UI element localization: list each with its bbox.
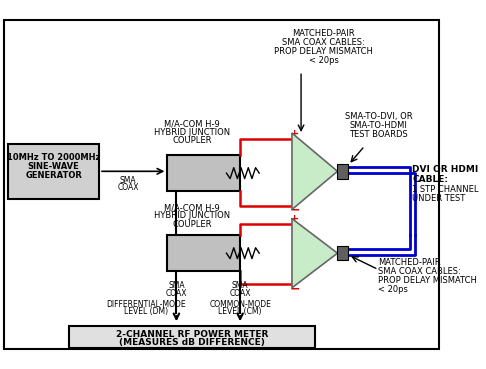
Text: PROP DELAY MISMATCH: PROP DELAY MISMATCH — [275, 47, 373, 56]
Text: CABLE:: CABLE: — [412, 175, 448, 184]
Text: COMMON-MODE: COMMON-MODE — [209, 300, 271, 308]
Text: SMA: SMA — [232, 282, 248, 290]
Text: HYBRID JUNCTION: HYBRID JUNCTION — [154, 128, 230, 137]
Polygon shape — [292, 218, 337, 288]
Text: SMA-TO-DVI, OR: SMA-TO-DVI, OR — [345, 112, 412, 121]
Text: 2-CHANNEL RF POWER METER: 2-CHANNEL RF POWER METER — [116, 330, 268, 339]
Text: LEVEL (DM): LEVEL (DM) — [124, 307, 169, 316]
Bar — [337, 246, 348, 261]
Bar — [8, 144, 99, 199]
Text: COAX: COAX — [118, 183, 139, 192]
Text: TEST BOARDS: TEST BOARDS — [349, 130, 408, 139]
Text: SMA-TO-HDMI: SMA-TO-HDMI — [349, 121, 407, 130]
Text: (MEASURES dB DIFFERENCE): (MEASURES dB DIFFERENCE) — [119, 338, 265, 347]
Text: DIFFERENTIAL-MODE: DIFFERENTIAL-MODE — [106, 300, 186, 308]
Text: DVI OR HDMI: DVI OR HDMI — [412, 165, 478, 174]
Text: MATCHED-PAIR: MATCHED-PAIR — [293, 28, 355, 38]
Text: PROP DELAY MISMATCH: PROP DELAY MISMATCH — [379, 276, 477, 285]
Text: M/A-COM H-9: M/A-COM H-9 — [164, 203, 220, 212]
Text: SMA COAX CABLES:: SMA COAX CABLES: — [282, 38, 365, 46]
Text: 1 STP CHANNEL: 1 STP CHANNEL — [412, 185, 479, 194]
Text: M/A-COM H-9: M/A-COM H-9 — [164, 120, 220, 128]
Text: COUPLER: COUPLER — [172, 220, 211, 228]
Text: SINE-WAVE: SINE-WAVE — [28, 162, 79, 171]
Text: SMA: SMA — [120, 176, 137, 185]
Text: +: + — [290, 129, 299, 139]
Text: < 20ps: < 20ps — [309, 56, 339, 65]
Text: −: − — [290, 282, 300, 295]
Text: SMA COAX CABLES:: SMA COAX CABLES: — [379, 267, 461, 276]
Text: −: − — [290, 204, 300, 217]
Text: HYBRID JUNCTION: HYBRID JUNCTION — [154, 211, 230, 220]
Text: COAX: COAX — [166, 289, 187, 298]
Polygon shape — [292, 133, 337, 210]
Text: < 20ps: < 20ps — [379, 285, 408, 294]
Text: LEVEL (CM): LEVEL (CM) — [218, 307, 262, 316]
Bar — [167, 155, 240, 191]
Bar — [337, 164, 348, 179]
Text: MATCHED-PAIR: MATCHED-PAIR — [379, 258, 441, 267]
Bar — [167, 235, 240, 271]
Text: COAX: COAX — [229, 289, 251, 298]
Text: SMA: SMA — [168, 282, 185, 290]
Bar — [69, 326, 315, 348]
Text: 10MHz TO 2000MHz: 10MHz TO 2000MHz — [7, 153, 100, 162]
Text: +: + — [290, 214, 299, 224]
Text: GENERATOR: GENERATOR — [25, 171, 82, 180]
Text: UNDER TEST: UNDER TEST — [412, 194, 465, 203]
Text: COUPLER: COUPLER — [172, 136, 211, 145]
